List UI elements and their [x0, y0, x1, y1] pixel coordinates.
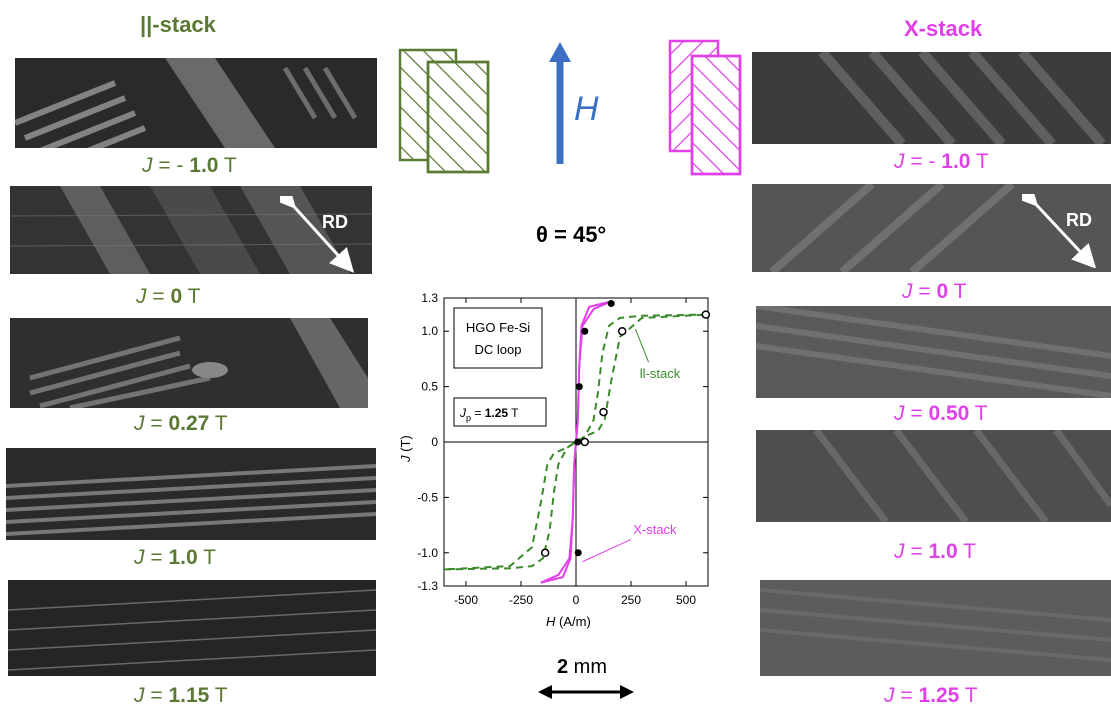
- jp-text: Jp = 1.25 T: [459, 406, 519, 423]
- hysteresis-chart: -500 -250 0 250 500 -1.3 -1.0 -0.5 0 0.5 1.0 1.3 H (…: [392, 284, 722, 649]
- data-point-open: [599, 407, 608, 417]
- parallel-stack-schematic: [396, 44, 506, 179]
- micro-image-right-1: [752, 52, 1111, 144]
- y-tick-label: 1.0: [421, 324, 438, 338]
- rd-label-left: RD: [322, 212, 348, 232]
- left-caption-4: J = 1.0 T: [134, 546, 216, 569]
- right-caption-2: J = 0 T: [902, 280, 967, 303]
- micro-image-left-4: [6, 448, 376, 540]
- right-caption-1: J = - 1.0 T: [894, 150, 989, 173]
- y-axis-label: J (T): [398, 435, 413, 463]
- data-point-filled: [574, 438, 582, 446]
- y-tick-label: -0.5: [417, 490, 438, 504]
- rd-arrow-left: [271, 183, 360, 279]
- data-point-filled: [607, 300, 615, 308]
- y-tick-label: 0.5: [421, 380, 438, 394]
- micro-image-left-3: [10, 318, 368, 408]
- left-caption-2: J = 0 T: [136, 285, 201, 308]
- annotation-x-stack: X-stack: [633, 522, 677, 537]
- data-point-filled: [575, 383, 583, 391]
- scale-label: 2 mm: [557, 656, 608, 678]
- series-ll-stack-lower: [443, 313, 709, 571]
- data-point-open: [540, 548, 550, 558]
- x-tick-label: 250: [621, 593, 641, 607]
- right-caption-4: J = 1.0 T: [894, 540, 976, 563]
- right-caption-5: J = 1.25 T: [884, 684, 978, 707]
- data-point-open: [701, 310, 711, 319]
- x-tick-label: 0: [573, 593, 580, 607]
- cross-stack-schematic: [666, 38, 746, 185]
- legend-line-1: HGO Fe-Si: [466, 320, 530, 335]
- left-caption-3: J = 0.27 T: [134, 412, 228, 435]
- data-point-filled: [581, 327, 589, 335]
- legend-line-2: DC loop: [475, 342, 522, 357]
- micro-image-left-1: [15, 58, 377, 148]
- hysteresis-plot: -500 -250 0 250 500 -1.3 -1.0 -0.5 0 0.5 1.0 1.3 H (…: [398, 291, 711, 629]
- micro-image-right-4: [756, 430, 1111, 522]
- field-label: H: [574, 90, 599, 128]
- legend-box: [453, 307, 543, 369]
- data-point-open: [617, 326, 627, 336]
- scale-bar: [538, 682, 634, 707]
- left-caption-5: J = 1.15 T: [134, 684, 228, 707]
- right-caption-3: J = 0.50 T: [894, 402, 988, 425]
- x-axis-label: H (A/m): [546, 614, 591, 629]
- y-tick-label: -1.3: [417, 579, 438, 593]
- annotation-parallel-stack: ll-stack: [640, 366, 681, 381]
- domain-pattern-left-1: [15, 58, 377, 148]
- left-stack-title: ||-stack: [140, 12, 216, 37]
- x-tick-label: 500: [676, 593, 696, 607]
- data-point-filled: [574, 549, 582, 557]
- micro-image-right-5: [760, 580, 1111, 676]
- data-point-open: [580, 437, 590, 447]
- annotation-parallel-arrow: [634, 328, 650, 363]
- angle-label: θ = 45°: [536, 222, 607, 247]
- rd-arrow-right: [1013, 181, 1097, 273]
- jp-box: [453, 397, 547, 427]
- micro-image-right-3: [756, 306, 1111, 398]
- y-tick-label: -1.0: [417, 546, 438, 560]
- annotation-x-arrow: [582, 539, 632, 563]
- y-tick-label: 1.3: [421, 291, 438, 305]
- micro-image-left-5: [8, 580, 376, 676]
- right-stack-title: X-stack: [904, 16, 983, 41]
- field-arrow: [548, 40, 572, 173]
- x-tick-label: -250: [509, 593, 533, 607]
- x-tick-label: -500: [454, 593, 478, 607]
- rd-label-right: RD: [1066, 210, 1092, 230]
- y-tick-label: 0: [431, 435, 438, 449]
- left-caption-1: J = - 1.0 T: [142, 154, 237, 177]
